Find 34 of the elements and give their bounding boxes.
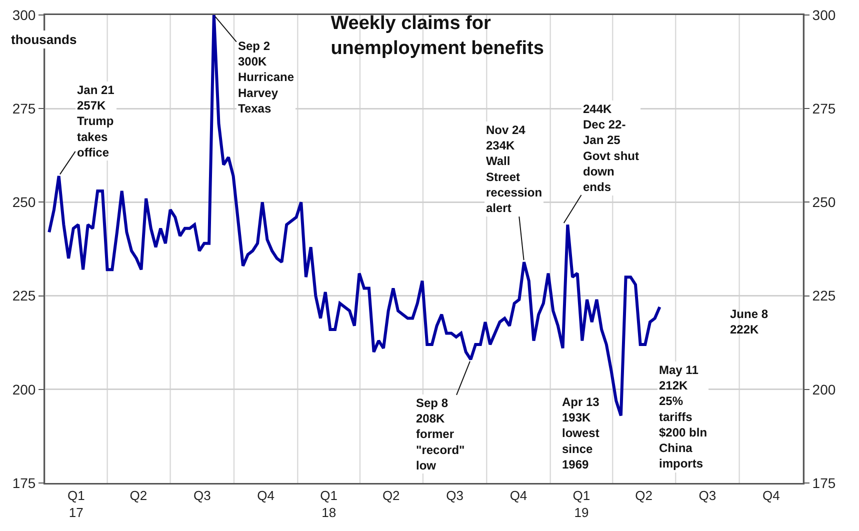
y-tick-label: 175 bbox=[12, 474, 36, 491]
y2-tick-label: 250 bbox=[812, 194, 836, 210]
x-tick-label: Q1 19 bbox=[572, 488, 590, 520]
y-tick-label: 250 bbox=[12, 194, 36, 210]
y-tick-label: 275 bbox=[12, 100, 36, 116]
y-tick-label: 200 bbox=[12, 381, 36, 398]
annotation: Jan 21 257K Trump takes office bbox=[77, 83, 115, 160]
annotation: Apr 13 193K lowest since 1969 bbox=[562, 395, 600, 472]
x-tick-label: Q3 bbox=[446, 488, 464, 504]
annotation: Sep 8 208K former "record" low bbox=[416, 396, 465, 472]
x-tick-label: Q2 bbox=[382, 488, 400, 504]
x-tick-label: Q3 bbox=[193, 488, 211, 504]
x-tick-label: Q1 17 bbox=[67, 488, 85, 520]
x-tick-label: Q3 bbox=[698, 488, 716, 504]
x-tick-label: Q4 bbox=[762, 488, 780, 504]
y2-tick-label: 275 bbox=[812, 100, 836, 116]
x-tick-label: Q4 bbox=[257, 488, 274, 504]
annotation: May 11 212K 25% tariffs $200 bln China imports bbox=[659, 363, 708, 471]
x-tick-label: Q1 18 bbox=[320, 488, 338, 520]
x-tick-label: Q2 bbox=[130, 488, 148, 504]
text: Weekly claims for unemployment benefits bbox=[330, 13, 544, 59]
y2-tick-label: 200 bbox=[812, 381, 836, 398]
y2-tick-label: 225 bbox=[812, 288, 836, 304]
y-tick-label: 225 bbox=[12, 288, 36, 304]
y-axis-title: thousands bbox=[11, 32, 77, 47]
x-tick-label: Q4 bbox=[510, 488, 528, 504]
annotation: Nov 24 234K Wall Street recession alert bbox=[486, 123, 542, 215]
y2-tick-label: 300 bbox=[812, 6, 836, 23]
annotation: Sep 2 300K Hurricane Harvey Texas bbox=[238, 39, 294, 116]
x-tick-label: Q2 bbox=[635, 488, 652, 504]
annotation: 244K Dec 22- Jan 25 Govt shut down ends bbox=[583, 102, 639, 194]
y-tick-label: 300 bbox=[12, 6, 36, 23]
y2-tick-label: 175 bbox=[812, 474, 836, 491]
annotation: June 8 222K bbox=[730, 307, 768, 337]
